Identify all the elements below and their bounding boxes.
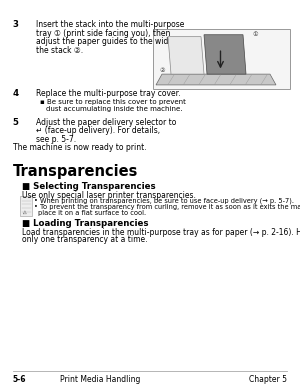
FancyBboxPatch shape <box>20 196 32 216</box>
Text: ■ Selecting Transparencies: ■ Selecting Transparencies <box>22 182 156 191</box>
Polygon shape <box>168 37 204 74</box>
Polygon shape <box>156 74 276 85</box>
Text: dust accumulating inside the machine.: dust accumulating inside the machine. <box>46 106 183 112</box>
Text: Use only special laser printer transparencies.: Use only special laser printer transpare… <box>22 191 197 200</box>
Text: Transparencies: Transparencies <box>13 164 138 179</box>
Polygon shape <box>204 35 246 74</box>
FancyBboxPatch shape <box>153 29 290 89</box>
Text: see p. 5-7.: see p. 5-7. <box>36 135 76 144</box>
Text: place it on a flat surface to cool.: place it on a flat surface to cool. <box>38 210 146 217</box>
Text: Adjust the paper delivery selector to: Adjust the paper delivery selector to <box>36 118 176 127</box>
Text: 5: 5 <box>13 118 19 127</box>
Text: • To prevent the transparency from curling, remove it as soon as it exits the ma: • To prevent the transparency from curli… <box>34 204 300 210</box>
Text: • When printing on transparencies, be sure to use face-up delivery (→ p. 5-7).: • When printing on transparencies, be su… <box>34 198 295 204</box>
Text: 4: 4 <box>13 89 19 98</box>
Text: 3: 3 <box>13 20 19 29</box>
Text: the stack ②.: the stack ②. <box>36 46 83 54</box>
Text: Chapter 5: Chapter 5 <box>249 375 287 384</box>
Text: Insert the stack into the multi-purpose: Insert the stack into the multi-purpose <box>36 20 184 29</box>
Text: tray ① (print side facing you), then: tray ① (print side facing you), then <box>36 29 170 37</box>
Text: adjust the paper guides to the width of: adjust the paper guides to the width of <box>36 37 186 46</box>
Text: ▪ Be sure to replace this cover to prevent: ▪ Be sure to replace this cover to preve… <box>40 99 186 105</box>
Text: ↵ (face-up delivery). For details,: ↵ (face-up delivery). For details, <box>36 126 160 135</box>
Text: ①: ① <box>252 32 258 37</box>
Text: The machine is now ready to print.: The machine is now ready to print. <box>13 143 146 152</box>
Text: ■ Loading Transparencies: ■ Loading Transparencies <box>22 219 149 228</box>
Text: ②: ② <box>159 68 165 73</box>
Text: only one transparency at a time.: only one transparency at a time. <box>22 235 148 244</box>
Text: 5-6: 5-6 <box>13 375 26 384</box>
Text: Replace the multi-purpose tray cover.: Replace the multi-purpose tray cover. <box>36 89 181 98</box>
Text: Load transparencies in the multi-purpose tray as for paper (→ p. 2-16). However,: Load transparencies in the multi-purpose… <box>22 228 300 237</box>
Text: Print Media Handling: Print Media Handling <box>60 375 140 384</box>
